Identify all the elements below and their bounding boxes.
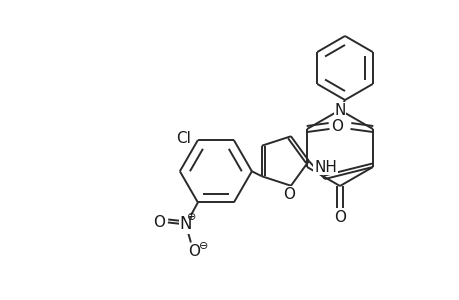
Text: ⊖: ⊖ bbox=[199, 242, 208, 251]
Text: O: O bbox=[330, 118, 342, 134]
Text: ⊕: ⊕ bbox=[187, 212, 196, 223]
Text: NH: NH bbox=[313, 160, 336, 175]
Text: O: O bbox=[187, 244, 200, 259]
Text: O: O bbox=[330, 118, 342, 134]
Text: N: N bbox=[179, 215, 192, 233]
Text: N: N bbox=[334, 103, 345, 118]
Text: O: O bbox=[333, 209, 345, 224]
Text: Cl: Cl bbox=[176, 130, 191, 146]
Text: O: O bbox=[152, 215, 164, 230]
Text: O: O bbox=[282, 187, 294, 202]
